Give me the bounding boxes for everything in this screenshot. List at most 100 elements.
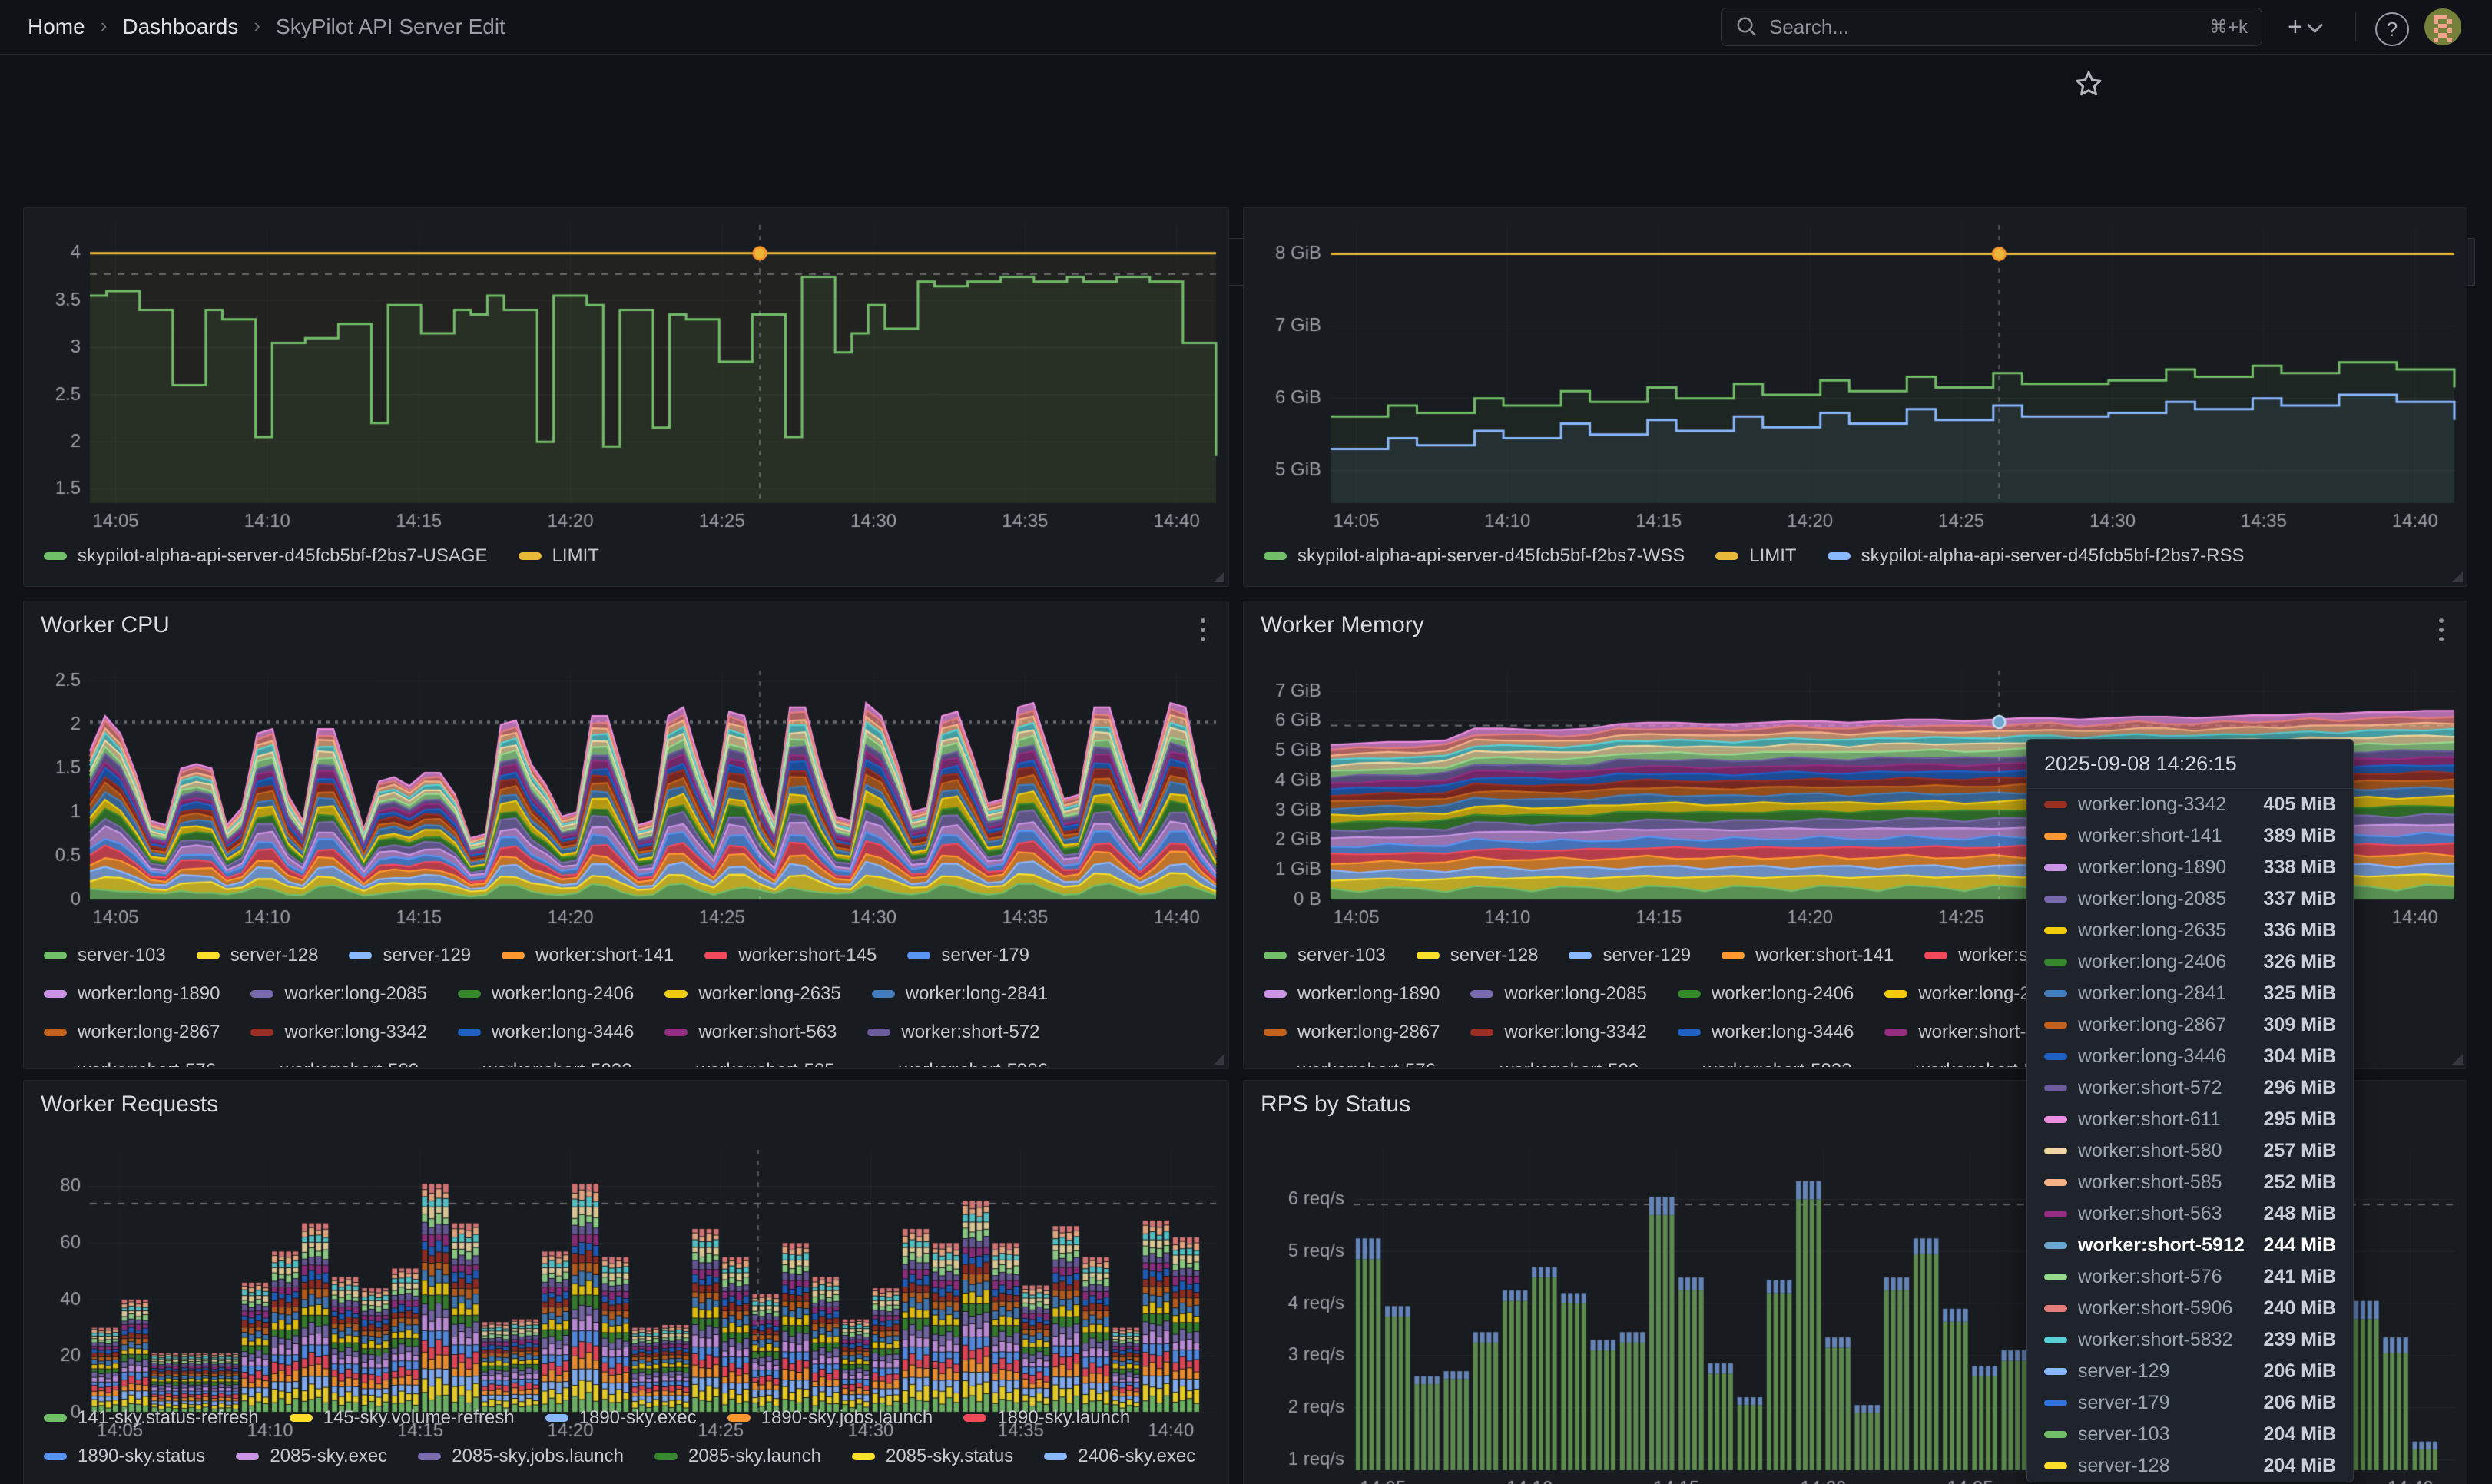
legend-item[interactable]: skypilot-alpha-api-server-d45fcb5bf-f2bs… — [44, 545, 488, 568]
panel-title[interactable]: Worker Memory — [1261, 612, 1424, 638]
panel-resize-handle[interactable] — [1214, 571, 1224, 582]
help-button[interactable]: ? — [2375, 12, 2409, 47]
legend-item[interactable]: worker:long-3446 — [1677, 1021, 1854, 1044]
worker-requests-legend: 141-sky.status-refresh 145-sky.volume-ref… — [44, 1406, 1213, 1484]
legend-item[interactable]: worker:long-1890 — [1264, 982, 1440, 1005]
legend-label: worker:long-3446 — [491, 1022, 635, 1042]
panel-title[interactable]: Worker CPU — [41, 612, 170, 638]
legend-item[interactable]: worker:long-1890 — [44, 982, 220, 1005]
legend-item[interactable]: 1890-sky.status — [44, 1445, 205, 1468]
legend-item[interactable]: worker:short-585 — [663, 1059, 835, 1067]
legend-swatch-icon — [44, 1453, 67, 1460]
legend-item[interactable]: LIMIT — [1715, 545, 1797, 568]
legend-item[interactable]: 2085-sky.jobs.launch — [418, 1445, 624, 1468]
legend-item[interactable]: server-129 — [349, 944, 471, 967]
legend-swatch-icon — [44, 990, 67, 998]
help-icon: ? — [2375, 12, 2409, 46]
legend-swatch-icon — [1416, 952, 1440, 959]
legend-item[interactable]: server-103 — [44, 944, 166, 967]
legend-swatch-icon — [457, 990, 481, 998]
legend-item[interactable]: 1890-sky.jobs.launch — [727, 1406, 933, 1429]
legend-item[interactable]: worker:short-141 — [502, 944, 674, 967]
legend-item[interactable]: worker:long-2085 — [250, 982, 427, 1005]
tooltip-series-label: worker:long-2867 — [2078, 1014, 2227, 1035]
legend-item[interactable]: 145-sky.volume-refresh — [289, 1406, 515, 1429]
legend-item[interactable]: worker:short-576 — [1264, 1059, 1436, 1067]
breadcrumb: Home › Dashboards › SkyPilot API Server … — [28, 14, 505, 39]
legend-item[interactable]: worker:short-5832 — [449, 1059, 631, 1067]
breadcrumb-dashboards[interactable]: Dashboards — [122, 15, 239, 38]
legend-item[interactable]: 1890-sky.launch — [963, 1406, 1130, 1429]
legend-item[interactable]: 2085-sky.status — [851, 1445, 1014, 1468]
star-icon[interactable] — [2073, 68, 2105, 101]
legend-item[interactable]: worker:short-580 — [247, 1059, 419, 1067]
legend-item[interactable]: worker:long-2867 — [1264, 1021, 1440, 1044]
legend-item[interactable]: worker:long-3342 — [250, 1021, 427, 1044]
api-cpu-chart[interactable] — [30, 213, 1224, 538]
legend-item[interactable]: server-129 — [1569, 944, 1691, 967]
legend-label: worker:long-2867 — [78, 1022, 220, 1042]
legend-swatch-icon — [1044, 1453, 1068, 1460]
panel-resize-handle[interactable] — [2452, 571, 2463, 582]
legend-item[interactable]: worker:long-2635 — [664, 982, 841, 1005]
add-button[interactable]: + — [2288, 9, 2323, 45]
legend-item[interactable]: skypilot-alpha-api-server-d45fcb5bf-f2bs… — [1827, 545, 2244, 568]
user-avatar[interactable] — [2424, 8, 2461, 45]
panel-menu-button[interactable] — [2430, 617, 2453, 643]
legend-item[interactable]: worker:long-3342 — [1470, 1021, 1647, 1044]
legend-label: worker:short-563 — [698, 1022, 837, 1042]
legend-item[interactable]: worker:long-3446 — [457, 1021, 635, 1044]
legend-item[interactable]: worker:long-2406 — [457, 982, 634, 1005]
legend-item[interactable]: 2406-sky.exec — [1044, 1445, 1195, 1468]
panel-title[interactable]: Worker Requests — [41, 1091, 219, 1117]
tooltip-row: worker:short-572 296 MiB — [2027, 1072, 2353, 1104]
tooltip-series-swatch-icon — [2044, 1148, 2067, 1154]
legend-item[interactable]: worker:short-141 — [1722, 944, 1894, 967]
legend-label: LIMIT — [1749, 545, 1797, 566]
legend-item[interactable]: worker:short-576 — [44, 1059, 216, 1067]
legend-item[interactable]: worker:short-563 — [664, 1021, 837, 1044]
panel-title[interactable]: RPS by Status — [1261, 1091, 1411, 1117]
panel-menu-button[interactable] — [1191, 617, 1215, 643]
legend-label: worker:short-145 — [738, 945, 877, 966]
legend-item[interactable]: worker:short-5906 — [866, 1059, 1048, 1067]
legend-label: 1890-sky.jobs.launch — [761, 1407, 933, 1428]
worker-requests-chart[interactable] — [30, 1138, 1224, 1448]
tooltip-series-swatch-icon — [2044, 1085, 2067, 1091]
legend-item[interactable]: worker:long-2841 — [871, 982, 1048, 1005]
legend-item[interactable]: server-103 — [1264, 944, 1386, 967]
legend-item[interactable]: LIMIT — [518, 545, 599, 568]
legend-item[interactable]: 2085-sky.exec — [236, 1445, 387, 1468]
legend-label: worker:long-3342 — [284, 1022, 427, 1042]
legend-swatch-icon — [418, 1453, 442, 1460]
panel-api-memory: skypilot-alpha-api-server-d45fcb5bf-f2bs… — [1243, 207, 2467, 587]
legend-item[interactable]: worker:short-585 — [1883, 1059, 2055, 1067]
legend-item[interactable]: worker:long-2867 — [44, 1021, 220, 1044]
legend-item[interactable]: server-128 — [196, 944, 318, 967]
legend-item[interactable]: worker:short-572 — [867, 1021, 1039, 1044]
api-cpu-legend: skypilot-alpha-api-server-d45fcb5bf-f2bs… — [44, 545, 1216, 578]
breadcrumb-home[interactable]: Home — [28, 15, 85, 38]
api-memory-chart[interactable] — [1250, 213, 2462, 538]
legend-item[interactable]: worker:long-2085 — [1470, 982, 1647, 1005]
panel-resize-handle[interactable] — [1214, 1054, 1224, 1065]
search-input[interactable]: Search... ⌘+k — [1721, 8, 2262, 46]
worker-cpu-chart[interactable] — [30, 658, 1224, 935]
tooltip-row: worker:short-580 257 MiB — [2027, 1135, 2353, 1167]
panel-resize-handle[interactable] — [2452, 1054, 2463, 1065]
legend-item[interactable]: worker:short-580 — [1466, 1059, 1639, 1067]
legend-label: worker:long-2867 — [1297, 1022, 1440, 1042]
legend-label: 2085-sky.status — [885, 1446, 1014, 1466]
legend-item[interactable]: 2085-sky.launch — [654, 1445, 821, 1468]
tooltip-series-value: 326 MiB — [2263, 951, 2336, 972]
legend-item[interactable]: 1890-sky.exec — [545, 1406, 697, 1429]
legend-item[interactable]: worker:short-5832 — [1669, 1059, 1851, 1067]
legend-item[interactable]: server-128 — [1416, 944, 1538, 967]
legend-item[interactable]: worker:short-145 — [704, 944, 877, 967]
legend-item[interactable]: worker:long-2406 — [1677, 982, 1854, 1005]
legend-item[interactable]: server-179 — [907, 944, 1029, 967]
legend-swatch-icon — [727, 1414, 751, 1422]
legend-item[interactable]: skypilot-alpha-api-server-d45fcb5bf-f2bs… — [1264, 545, 1685, 568]
legend-item[interactable]: 141-sky.status-refresh — [44, 1406, 259, 1429]
legend-label: worker:long-3342 — [1504, 1022, 1647, 1042]
